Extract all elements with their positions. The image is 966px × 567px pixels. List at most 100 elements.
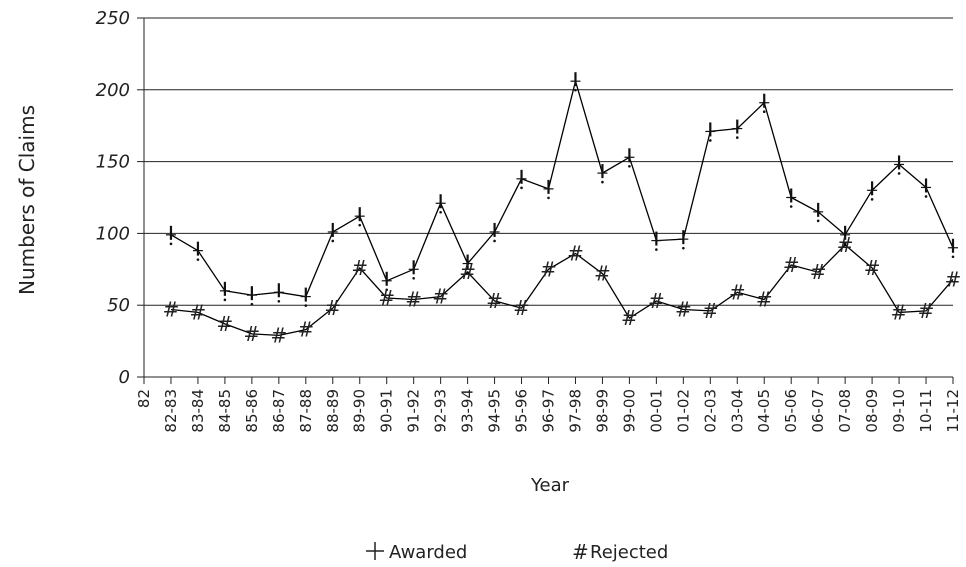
awarded-point-84-85	[219, 281, 230, 302]
rejected-point-87-88: #	[297, 318, 314, 342]
y-tick-label-250: 250	[96, 8, 130, 29]
rejected-point-90-91: #	[378, 286, 395, 310]
x-tick-label-92-93: 92-93	[432, 389, 450, 433]
x-tick-label-93-94: 93-94	[459, 389, 477, 433]
x-tick-label-11-12: 11-12	[944, 389, 962, 433]
x-tick-label-06-07: 06-07	[809, 389, 827, 433]
x-tick-label-91-92: 91-92	[405, 389, 423, 433]
axes	[137, 17, 954, 384]
rejected-point-85-86: #	[243, 322, 260, 346]
series-line-awarded	[170, 78, 954, 298]
awarded-point-92-93	[435, 194, 446, 214]
rejected-point-07-08: #	[837, 233, 854, 257]
rejected-point-04-05: #	[756, 287, 773, 311]
legend-rejected-label: Rejected	[590, 542, 668, 563]
awarded-point-11-12	[948, 238, 958, 259]
rejected-point-84-85: #	[217, 312, 234, 336]
awarded-point-10-11	[921, 178, 932, 198]
awarded-point-96-97	[543, 179, 554, 200]
awarded-point-00-01	[651, 231, 662, 251]
y-tick-label-50: 50	[107, 295, 130, 316]
x-tick-label-95-96: 95-96	[513, 389, 531, 433]
awarded-point-91-92	[408, 260, 419, 280]
rejected-point-00-01: #	[648, 289, 665, 313]
rejected-point-82-83: #	[163, 298, 180, 322]
x-tick-label-03-04: 03-04	[728, 389, 746, 433]
x-axis-title: Year	[530, 475, 570, 496]
x-tick-label-89-90: 89-90	[351, 389, 369, 433]
rejected-point-95-96: #	[513, 296, 530, 320]
x-tick-labels: 82 82-83 83-84 84-85 85-86 86-87 87-88 88-89 89-…	[135, 389, 962, 433]
awarded-point-02-03	[705, 122, 716, 142]
rejected-point-10-11: #	[918, 299, 935, 323]
x-tick-label-86-87: 86-87	[270, 389, 288, 433]
rejected-point-92-93: #	[432, 285, 449, 309]
x-tick-label-90-91: 90-91	[378, 389, 396, 433]
awarded-point-03-04	[732, 119, 743, 139]
awarded-point-83-84	[192, 241, 203, 261]
rejected-point-93-94: #	[459, 260, 476, 284]
awarded-point-94-95	[489, 222, 500, 243]
rejected-point-08-09: #	[864, 256, 881, 280]
rejected-point-05-06: #	[783, 253, 800, 277]
x-tick-label-88-89: 88-89	[324, 389, 342, 433]
rejected-point-98-99: #	[594, 262, 611, 286]
awarded-point-85-86	[246, 286, 257, 306]
x-tick-label-00-01: 00-01	[647, 389, 665, 433]
x-tick-label-10-11: 10-11	[917, 389, 935, 433]
awarded-point-90-91	[381, 271, 392, 292]
rejected-point-96-97: #	[540, 257, 557, 281]
x-tick-label-04-05: 04-05	[755, 389, 773, 433]
rejected-point-11-12: #	[945, 267, 962, 291]
awarded-point-88-89	[327, 222, 338, 243]
rejected-point-09-10: #	[891, 300, 908, 324]
rejected-point-01-02: #	[675, 298, 692, 322]
awarded-point-97-98	[570, 72, 581, 92]
x-tick-label-99-00: 99-00	[620, 389, 638, 433]
legend-awarded-label: Awarded	[389, 542, 467, 563]
rejected-point-86-87: #	[270, 323, 287, 347]
y-tick-label-200: 200	[96, 80, 130, 101]
awarded-point-01-02	[678, 230, 689, 250]
x-tick-label-82-83: 82-83	[162, 389, 180, 433]
rejected-point-88-89: #	[324, 296, 341, 320]
rejected-point-97-98: #	[567, 242, 584, 266]
x-tick-label-08-09: 08-09	[863, 389, 881, 433]
awarded-point-08-09	[867, 181, 878, 201]
y-tick-label-150: 150	[96, 152, 130, 173]
awarded-point-99-00	[624, 148, 635, 168]
x-tick-label-09-10: 09-10	[890, 389, 908, 433]
series-rejected: # # # # # # # # # # # # # # # # # # # # # # # # # # # # # #	[163, 233, 962, 347]
rejected-point-99-00: #	[621, 306, 638, 330]
x-tick-label-96-97: 96-97	[540, 389, 558, 433]
rejected-point-91-92: #	[405, 287, 422, 311]
rejected-point-89-90: #	[351, 256, 368, 280]
awarded-point-04-05	[759, 93, 770, 114]
legend: Awarded # Rejected	[366, 540, 668, 564]
x-tick-label-97-98: 97-98	[566, 389, 584, 433]
rejected-point-02-03: #	[702, 299, 719, 323]
x-tick-label-82: 82	[135, 389, 153, 408]
legend-rejected-marker: #	[572, 540, 589, 564]
gridlines	[144, 17, 953, 306]
x-tick-label-01-02: 01-02	[674, 389, 692, 433]
x-tick-label-83-84: 83-84	[189, 389, 207, 433]
awarded-point-09-10	[894, 155, 905, 175]
awarded-point-07-08	[840, 225, 851, 246]
awarded-point-98-99	[597, 164, 608, 184]
awarded-point-05-06	[786, 188, 797, 208]
x-tick-label-84-85: 84-85	[216, 389, 234, 433]
x-tick-label-02-03: 02-03	[701, 389, 719, 433]
rejected-point-06-07: #	[810, 260, 827, 284]
awarded-point-06-07	[813, 202, 824, 223]
awarded-point-86-87	[273, 283, 284, 303]
y-tick-label-100: 100	[96, 223, 130, 244]
x-tick-label-98-99: 98-99	[593, 389, 611, 433]
series-awarded	[165, 72, 958, 307]
rejected-point-03-04: #	[729, 280, 746, 304]
x-tick-label-05-06: 05-06	[782, 389, 800, 433]
x-tick-label-87-88: 87-88	[297, 389, 315, 433]
series-group: # # # # # # # # # # # # # # # # # # # # # # # # # # # # # #	[163, 72, 962, 347]
rejected-point-83-84: #	[190, 300, 207, 324]
